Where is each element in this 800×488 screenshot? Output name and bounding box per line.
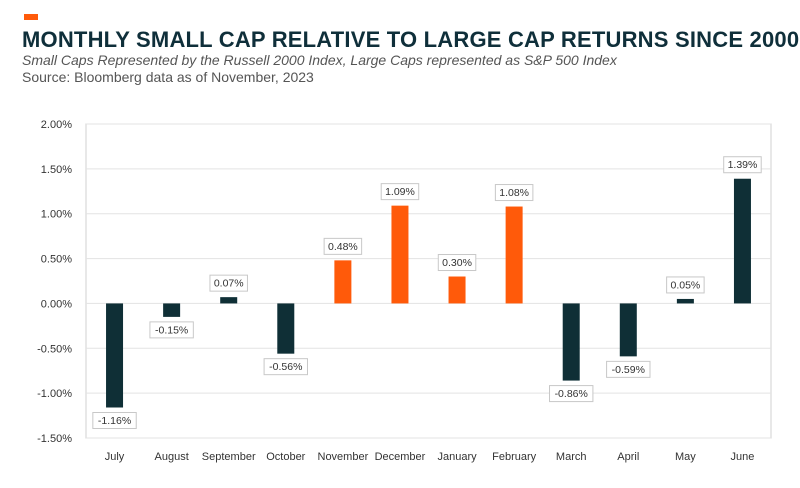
- chart-source: Source: Bloomberg data as of November, 2…: [22, 69, 314, 85]
- data-label: 0.48%: [328, 241, 358, 253]
- x-tick-label: February: [492, 451, 537, 463]
- x-tick-label: May: [675, 451, 696, 463]
- y-tick-label: -1.50%: [37, 433, 72, 445]
- data-label: -0.15%: [155, 324, 188, 336]
- bar: [448, 276, 466, 304]
- bar: [163, 303, 181, 317]
- data-label-box: [494, 184, 534, 202]
- data-label: 1.08%: [499, 187, 529, 199]
- y-tick-label: 0.50%: [41, 254, 72, 266]
- data-label: -0.56%: [269, 361, 302, 373]
- data-label-box: [149, 321, 194, 339]
- bar: [562, 303, 580, 381]
- data-label-box: [323, 237, 363, 255]
- x-tick-label: November: [318, 451, 369, 463]
- data-label: -0.86%: [555, 388, 588, 400]
- data-label: 1.09%: [385, 186, 415, 198]
- data-label-box: [437, 254, 477, 272]
- bar: [220, 297, 238, 304]
- data-label-box: [209, 274, 248, 292]
- data-label: 0.05%: [670, 279, 700, 291]
- bar: [106, 303, 124, 408]
- y-tick-label: 2.00%: [41, 119, 72, 131]
- x-tick-label: September: [202, 451, 256, 463]
- data-label-box: [606, 360, 651, 378]
- data-label: 1.39%: [728, 159, 758, 171]
- data-label-box: [92, 411, 137, 429]
- data-label-box: [666, 276, 705, 294]
- y-tick-label: 1.50%: [41, 164, 72, 176]
- bar: [391, 205, 409, 304]
- x-tick-label: March: [556, 451, 587, 463]
- data-label: 0.07%: [214, 278, 244, 290]
- y-tick-label: 0.00%: [41, 298, 72, 310]
- data-label-box: [723, 156, 762, 174]
- chart-subtitle: Small Caps Represented by the Russell 20…: [22, 52, 617, 68]
- bar: [505, 206, 523, 304]
- data-label-box: [380, 183, 420, 201]
- y-tick-label: 1.00%: [41, 209, 72, 221]
- y-tick-label: -0.50%: [37, 343, 72, 355]
- bar: [619, 303, 637, 357]
- bar: [277, 303, 295, 354]
- x-tick-label: January: [437, 451, 477, 463]
- x-tick-label: June: [731, 451, 755, 463]
- chart-title: MONTHLY SMALL CAP RELATIVE TO LARGE CAP …: [22, 27, 800, 52]
- x-tick-label: April: [617, 451, 639, 463]
- data-label: -1.16%: [98, 415, 131, 427]
- data-label-box: [263, 358, 308, 376]
- data-label: -0.59%: [612, 364, 645, 376]
- data-label: 0.30%: [442, 257, 472, 269]
- bar: [676, 298, 694, 304]
- y-tick-label: -1.00%: [37, 388, 72, 400]
- x-tick-label: October: [266, 451, 305, 463]
- x-tick-label: July: [105, 451, 125, 463]
- x-tick-label: December: [375, 451, 426, 463]
- bar: [733, 178, 751, 304]
- data-label-box: [549, 385, 594, 403]
- bar: [334, 260, 352, 304]
- x-tick-label: August: [155, 451, 189, 463]
- accent-bar: [24, 14, 38, 20]
